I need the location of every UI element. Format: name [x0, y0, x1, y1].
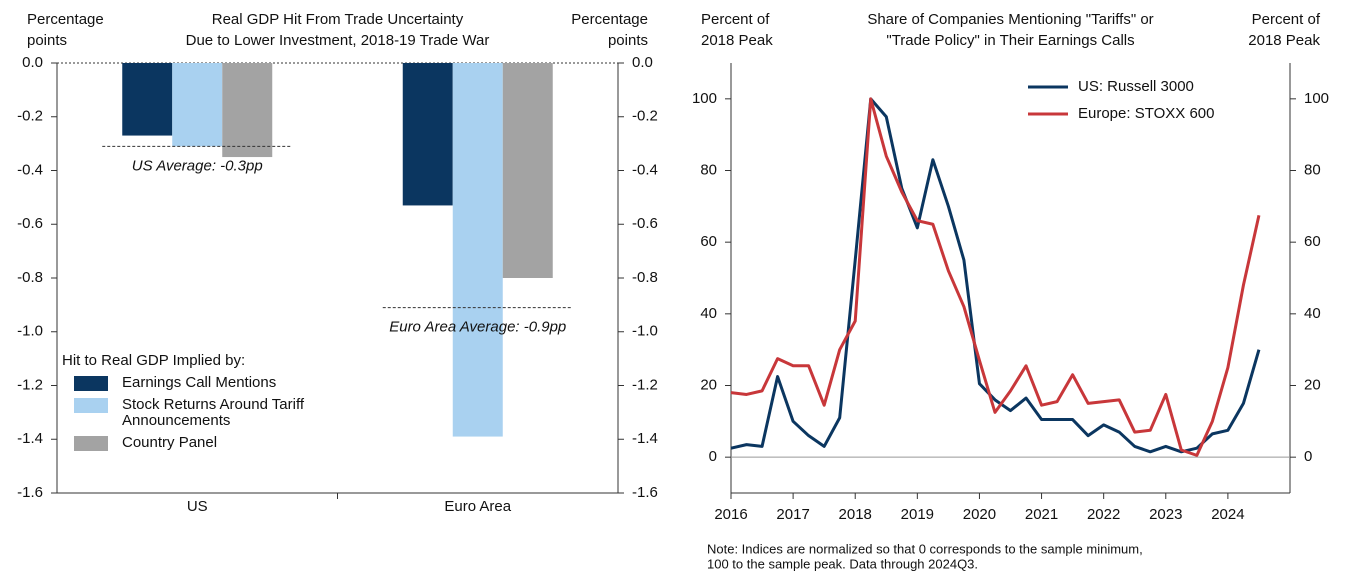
legend-label: US: Russell 3000: [1078, 78, 1194, 95]
chart-title: Due to Lower Investment, 2018-19 Trade W…: [186, 32, 490, 49]
y2-tick-label: 40: [1304, 305, 1321, 322]
x-tick-label: 2019: [901, 506, 934, 523]
y-tick-label: -0.8: [17, 269, 43, 286]
x-tick-label: Euro Area: [444, 498, 511, 515]
chart-title: Real GDP Hit From Trade Uncertainty: [212, 11, 464, 28]
y-tick-label: 20: [700, 376, 717, 393]
y2-tick-label: 60: [1304, 233, 1321, 250]
y2-tick-label: -1.0: [632, 323, 658, 340]
legend-title: Hit to Real GDP Implied by:: [62, 352, 246, 369]
y2-axis-label: Percent of: [1252, 11, 1321, 28]
y-axis-label: points: [27, 32, 67, 49]
x-tick-label: 2017: [776, 506, 809, 523]
y2-tick-label: 80: [1304, 161, 1321, 178]
x-tick-label: 2016: [714, 506, 747, 523]
y-tick-label: 0: [709, 448, 717, 465]
series-line: [730, 97, 1261, 457]
bar: [402, 63, 453, 206]
annotation: Euro Area Average: -0.9pp: [389, 319, 566, 336]
y-axis-label: Percent of: [701, 11, 770, 28]
x-tick-label: 2023: [1149, 506, 1182, 523]
chart-title: Share of Companies Mentioning "Tariffs" …: [867, 11, 1153, 28]
y-tick-label: 40: [700, 305, 717, 322]
legend: Hit to Real GDP Implied by: Earnings Cal…: [62, 352, 362, 451]
legend-swatch: [74, 376, 108, 391]
legend-label: Stock Returns Around Tariff Announcement…: [122, 396, 305, 429]
y2-tick-label: 100: [1304, 90, 1329, 107]
y-tick-label: -1.6: [17, 484, 43, 501]
y-tick-label: -0.2: [17, 108, 43, 125]
y-tick-label: -1.2: [17, 376, 43, 393]
y2-tick-label: 0: [1304, 448, 1312, 465]
y-axis-label: Percentage: [27, 11, 104, 28]
x-tick-label: 2024: [1211, 506, 1244, 523]
y-tick-label: 60: [700, 233, 717, 250]
annotation: US Average: -0.3pp: [132, 157, 263, 174]
y2-tick-label: -1.4: [632, 430, 658, 447]
bar: [502, 63, 553, 278]
y2-axis-label: Percentage: [571, 11, 648, 28]
y2-tick-label: -0.6: [632, 215, 658, 232]
y-tick-label: -1.4: [17, 430, 43, 447]
x-tick-label: 2018: [839, 506, 872, 523]
note: 100 to the sample peak. Data through 202…: [707, 556, 978, 571]
legend-label: Europe: STOXX 600: [1078, 105, 1214, 122]
y2-axis-label: points: [608, 32, 648, 49]
y-axis-label: 2018 Peak: [701, 32, 773, 49]
y2-tick-label: -0.2: [632, 108, 658, 125]
y-tick-label: 80: [700, 161, 717, 178]
legend-item: Country Panel: [62, 435, 362, 451]
y2-tick-label: -1.6: [632, 484, 658, 501]
y-tick-label: -1.0: [17, 323, 43, 340]
note: Note: Indices are normalized so that 0 c…: [707, 541, 1143, 556]
y2-tick-label: -0.4: [632, 161, 658, 178]
bar: [452, 63, 503, 437]
y2-tick-label: 0.0: [632, 54, 653, 71]
y-tick-label: 0.0: [22, 54, 43, 71]
chart-title: "Trade Policy" in Their Earnings Calls: [886, 32, 1134, 49]
x-tick-label: 2022: [1087, 506, 1120, 523]
x-tick-label: 2020: [963, 506, 996, 523]
legend-label: Earnings Call Mentions: [122, 374, 277, 391]
bar: [122, 63, 173, 136]
y2-tick-label: -0.8: [632, 269, 658, 286]
bar: [172, 63, 223, 147]
y-tick-label: -0.4: [17, 161, 43, 178]
legend-item: Stock Returns Around Tariff Announcement…: [62, 397, 362, 429]
legend-item: Earnings Call Mentions: [62, 375, 362, 391]
y-tick-label: 100: [692, 90, 717, 107]
legend-swatch: [74, 436, 108, 451]
y-tick-label: -0.6: [17, 215, 43, 232]
legend-label: Country Panel: [122, 434, 218, 451]
series-line: [730, 97, 1261, 454]
legend-swatch: [74, 398, 108, 413]
x-tick-label: 2021: [1025, 506, 1058, 523]
y2-axis-label: 2018 Peak: [1248, 32, 1320, 49]
y2-tick-label: 20: [1304, 376, 1321, 393]
y2-tick-label: -1.2: [632, 376, 658, 393]
bar: [222, 63, 273, 158]
x-tick-label: US: [187, 498, 208, 515]
